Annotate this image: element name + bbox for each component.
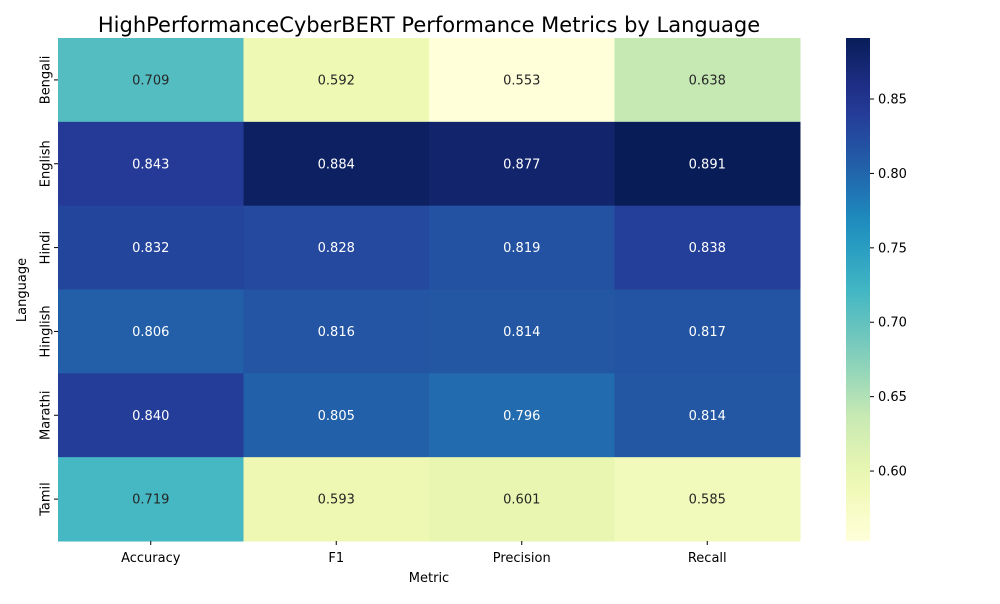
heatmap-cell [429, 457, 615, 542]
cell-value-label: 0.843 [132, 157, 169, 172]
heatmap-cell [429, 289, 615, 374]
heatmap-cell [58, 457, 244, 542]
y-tick-label: English [39, 140, 54, 187]
heatmap-cell [243, 205, 430, 290]
heatmap-cell [58, 121, 244, 207]
cell-value-label: 0.553 [503, 73, 540, 88]
y-tick-label: Hinglish [39, 305, 54, 357]
cell-value-label: 0.884 [318, 157, 355, 172]
cell-value-label: 0.638 [689, 73, 726, 88]
heatmap-cell [243, 373, 430, 458]
cell-value-label: 0.601 [503, 493, 540, 508]
cell-value-label: 0.585 [689, 493, 726, 508]
y-axis-ticks: Bengali English Hindi Hinglish Marathi Tamil [39, 56, 58, 517]
colorbar-ticks: 0.60 0.65 0.70 0.75 0.80 0.85 [870, 93, 907, 480]
cell-value-label: 0.832 [132, 241, 169, 256]
heatmap-cell [243, 121, 430, 207]
x-axis-ticks: Accuracy F1 Precision Recall [121, 541, 727, 566]
heatmap-cell [429, 38, 615, 123]
colorbar-tick-label: 0.75 [878, 241, 907, 256]
heatmap-cell [429, 205, 615, 290]
y-tick-label: Hindi [39, 231, 54, 264]
x-tick-label: F1 [328, 551, 344, 566]
chart-title: HighPerformanceCyberBERT Performance Met… [98, 13, 760, 37]
cell-value-label: 0.828 [318, 241, 355, 256]
y-tick-label: Tamil [39, 482, 54, 517]
heatmap-cell [614, 38, 801, 123]
cell-value-label: 0.814 [503, 325, 540, 340]
cell-value-label: 0.817 [689, 325, 726, 340]
cell-value-label: 0.877 [503, 157, 540, 172]
y-tick-label: Marathi [39, 391, 54, 440]
cell-value-label: 0.592 [318, 73, 355, 88]
cell-value-label: 0.819 [503, 241, 540, 256]
cell-value-label: 0.838 [689, 241, 726, 256]
cell-value-label: 0.709 [132, 73, 169, 88]
heatmap-cell [58, 205, 244, 290]
heatmap-cell [614, 457, 801, 542]
heatmap-cell [614, 289, 801, 374]
cell-value-label: 0.840 [132, 409, 169, 424]
heatmap-cells: 0.709 0.592 0.553 0.638 0.843 0.884 0.877 0.891… [58, 38, 801, 542]
colorbar [846, 38, 870, 541]
x-tick-label: Precision [493, 551, 551, 566]
cell-value-label: 0.719 [132, 493, 169, 508]
heatmap-cell [614, 121, 801, 207]
x-tick-label: Accuracy [121, 551, 181, 566]
y-tick-label: Bengali [39, 56, 54, 105]
colorbar-tick-label: 0.65 [878, 390, 907, 405]
heatmap-cell [243, 289, 430, 374]
cell-value-label: 0.806 [132, 325, 169, 340]
heatmap-cell [58, 373, 244, 458]
colorbar-tick-label: 0.85 [878, 93, 907, 108]
cell-value-label: 0.816 [318, 325, 355, 340]
cell-value-label: 0.805 [318, 409, 355, 424]
colorbar-tick-label: 0.80 [878, 167, 907, 182]
heatmap-cell [614, 205, 801, 290]
cell-value-label: 0.814 [689, 409, 726, 424]
heatmap-cell [614, 373, 801, 458]
x-tick-label: Recall [688, 551, 727, 566]
cell-value-label: 0.891 [689, 157, 726, 172]
cell-value-label: 0.593 [318, 493, 355, 508]
heatmap-cell [429, 373, 615, 458]
colorbar-tick-label: 0.60 [878, 465, 907, 480]
heatmap-cell [58, 38, 244, 123]
y-axis-label: Language [15, 258, 30, 322]
heatmap-cell [429, 121, 615, 207]
colorbar-tick-label: 0.70 [878, 316, 907, 331]
x-axis-label: Metric [409, 571, 449, 586]
heatmap-cell [243, 38, 430, 123]
heatmap-cell [243, 457, 430, 542]
heatmap-cell [58, 289, 244, 374]
cell-value-label: 0.796 [503, 409, 540, 424]
